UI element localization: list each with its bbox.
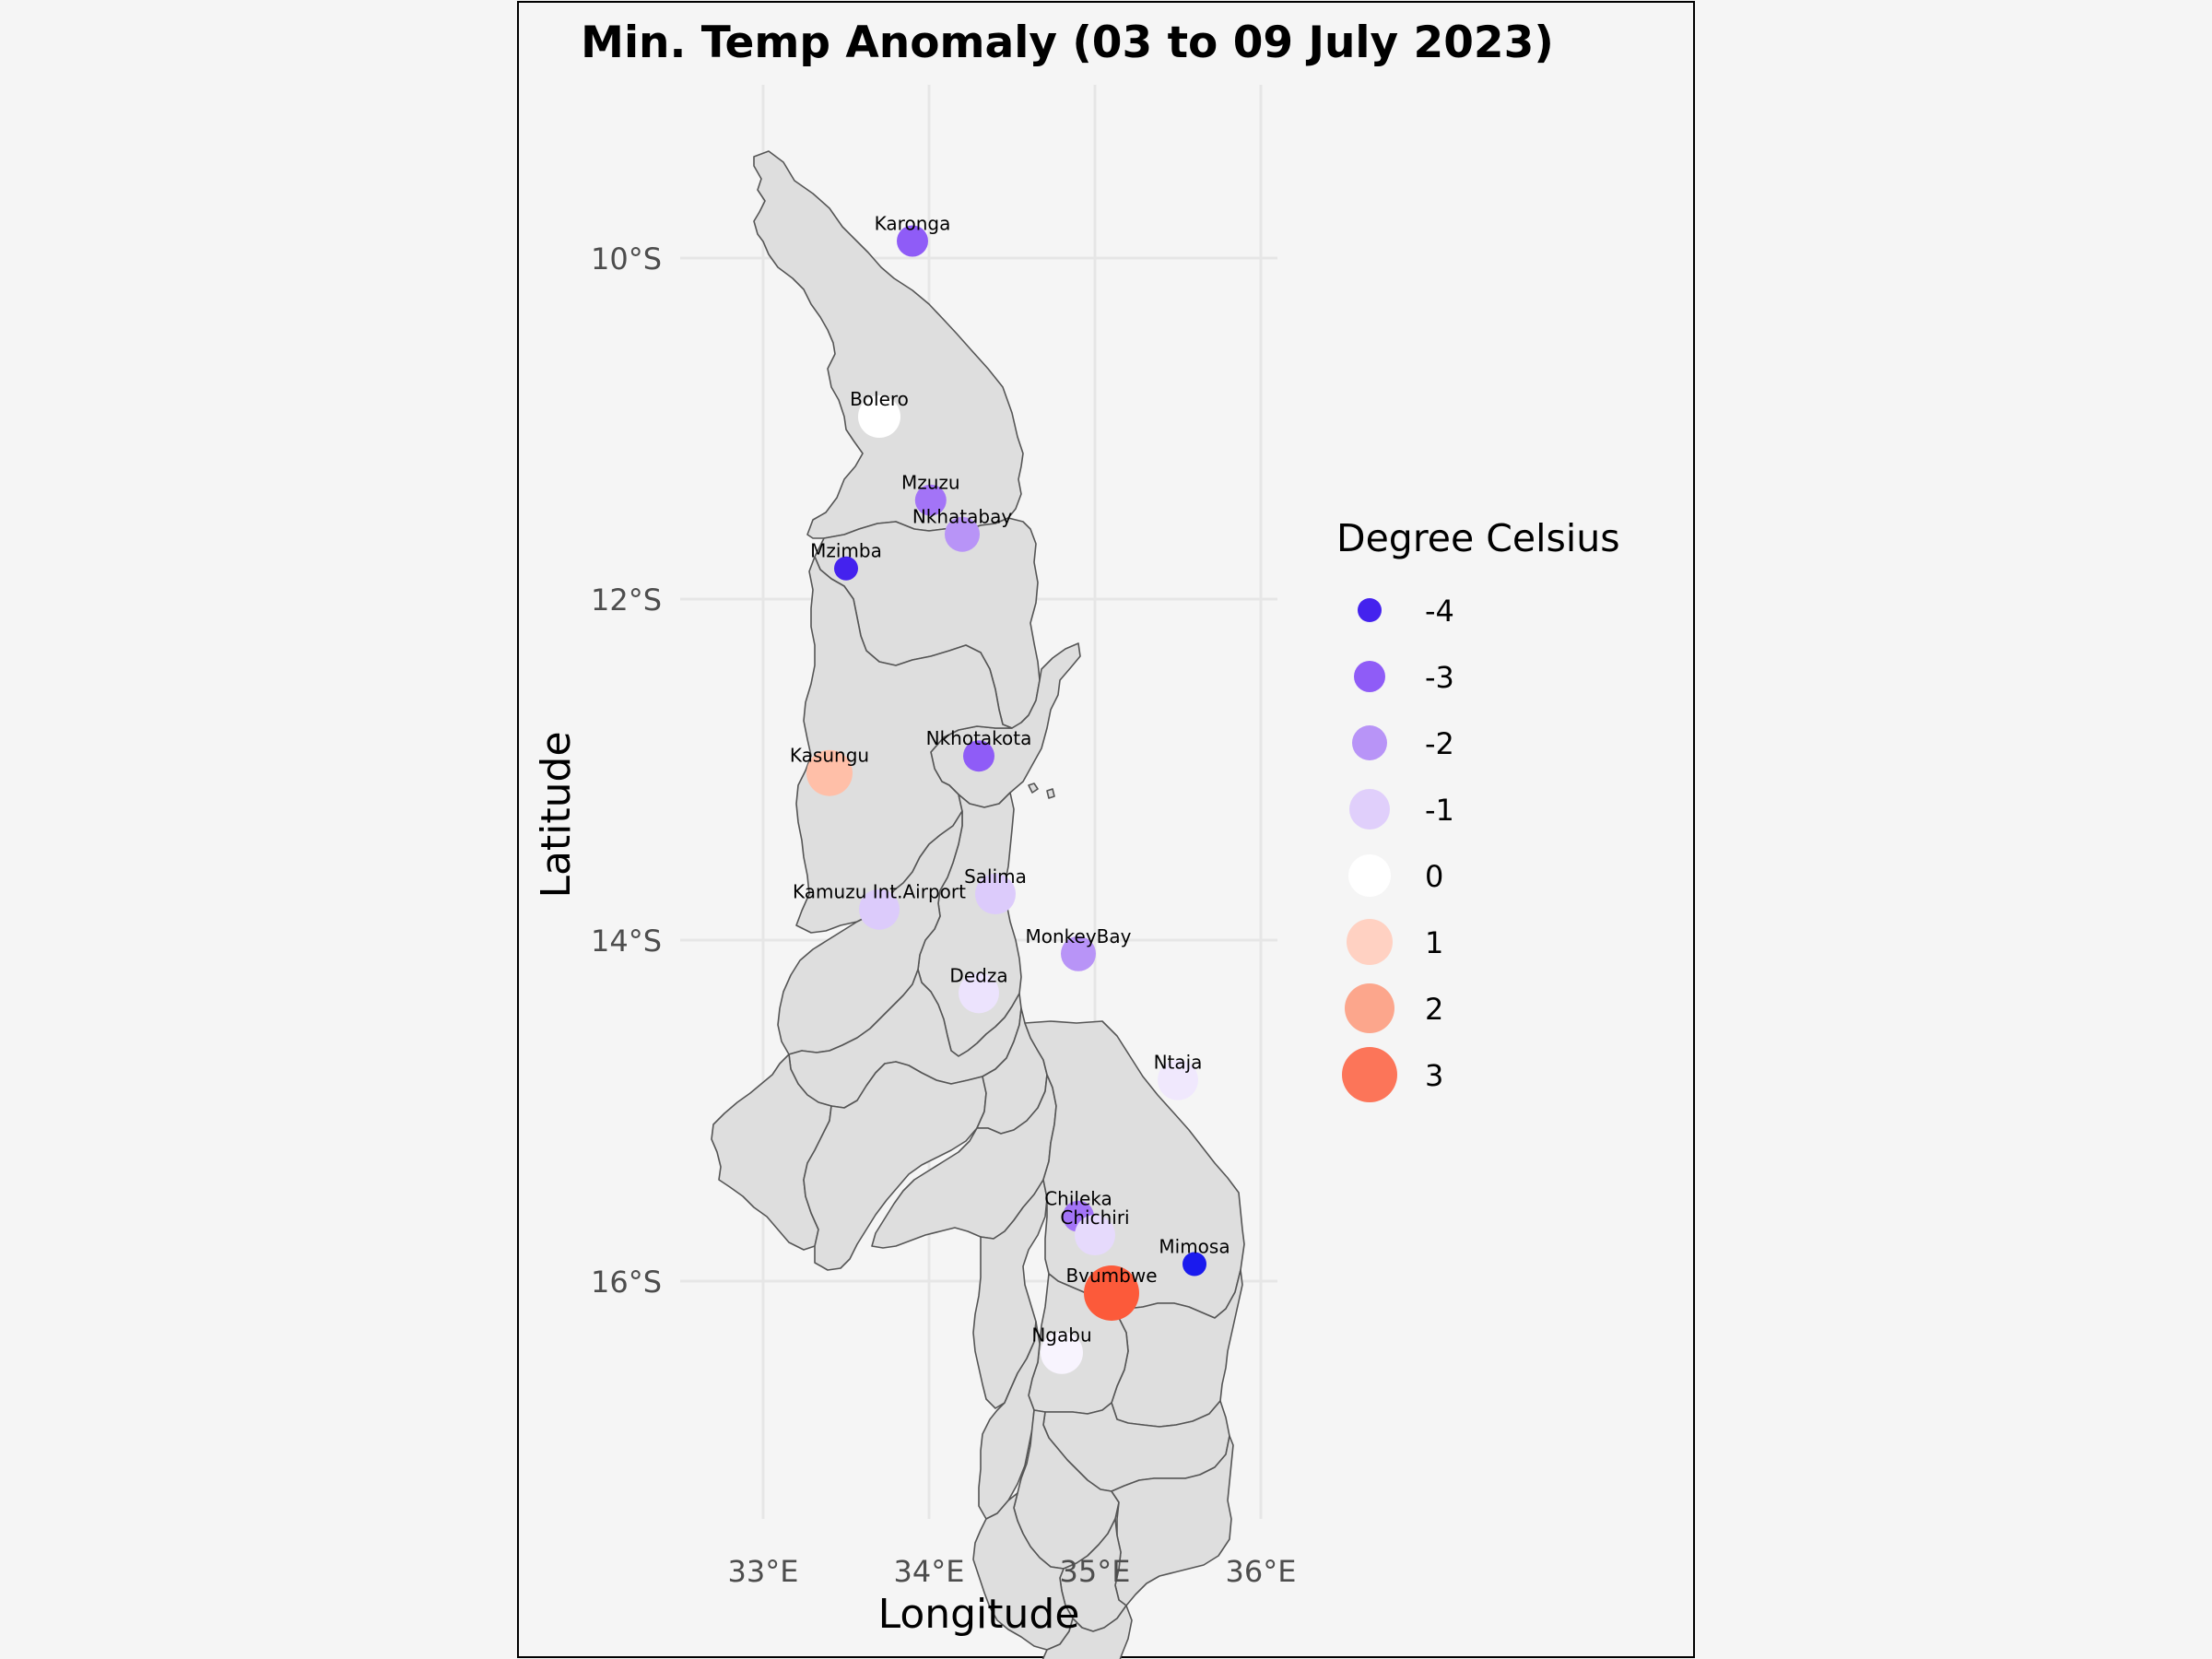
x-tick-label: 36°E [1226, 1554, 1297, 1589]
legend-title: Degree Celsius [1336, 516, 1620, 560]
station-marker-karonga [897, 225, 928, 257]
station-marker-mzuzu [914, 484, 947, 516]
district-lilongwe [803, 1061, 987, 1271]
station-label-ntaja: Ntaja [1154, 1052, 1203, 1074]
legend-label: -2 [1425, 726, 1454, 761]
station-label-salima: Salima [964, 865, 1027, 888]
legend-swatch [1348, 854, 1391, 897]
x-tick-label: 35°E [1060, 1554, 1131, 1589]
y-axis-ticks: 10°S 12°S 14°S 16°S [591, 241, 662, 1300]
station-marker-bvumbwe [1084, 1265, 1139, 1321]
y-axis-title: Latitude [533, 731, 580, 898]
station-label-mimosa: Mimosa [1159, 1236, 1230, 1258]
legend-label: -3 [1425, 660, 1454, 695]
station-marker-mzimba [834, 556, 858, 581]
station-label-kasungu: Kasungu [790, 745, 869, 767]
station-markers [806, 225, 1206, 1374]
legend-swatch [1352, 725, 1387, 760]
station-label-mzuzu: Mzuzu [901, 472, 960, 494]
legend-label: -1 [1425, 793, 1454, 828]
station-label-bvumbwe: Bvumbwe [1065, 1265, 1157, 1287]
lake-island-2 [1046, 788, 1055, 799]
station-labels: Karonga Bolero Mzuzu Nkhatabay Mzimba Nkhotak… [790, 213, 1230, 1347]
district-nsanje [1041, 1605, 1133, 1659]
legend-swatch [1347, 919, 1393, 965]
x-tick-label: 34°E [894, 1554, 965, 1589]
station-label-ngabu: Ngabu [1031, 1324, 1091, 1347]
station-marker-ngabu [1041, 1331, 1083, 1374]
station-label-bolero: Bolero [850, 388, 909, 410]
station-label-monkeybay: MonkeyBay [1026, 925, 1132, 947]
station-label-dedza: Dedza [949, 964, 1007, 986]
x-axis-title: Longitude [878, 1591, 1080, 1638]
legend-label: 0 [1425, 859, 1443, 894]
station-marker-mimosa [1182, 1252, 1206, 1277]
x-axis-ticks: 33°E 34°E 35°E 36°E [728, 1554, 1297, 1589]
legend-swatch [1345, 983, 1394, 1033]
station-marker-nkhotakota [963, 740, 994, 772]
station-marker-chichiri [1075, 1215, 1115, 1256]
map-title: Min. Temp Anomaly (03 to 09 July 2023) [581, 18, 1554, 68]
station-label-nkhatabay: Nkhatabay [912, 506, 1013, 528]
station-marker-monkeybay [1061, 935, 1096, 971]
y-tick-label: 10°S [591, 241, 662, 276]
station-marker-salima [975, 874, 1016, 915]
station-marker-bolero [858, 395, 900, 439]
legend: Degree Celsius -4 -3 -2 -1 0 1 2 3 [1336, 516, 1620, 1102]
station-marker-ntaja [1158, 1059, 1198, 1100]
legend-swatch [1349, 789, 1390, 830]
station-marker-nkhatabay [945, 516, 980, 552]
station-label-karonga: Karonga [875, 213, 951, 235]
legend-swatch [1354, 661, 1385, 692]
station-label-chileka: Chileka [1044, 1188, 1112, 1210]
y-tick-label: 12°S [591, 582, 662, 618]
legend-label: 3 [1425, 1058, 1443, 1093]
lake-island [1028, 782, 1039, 794]
station-marker-kamuzu-int-airport [859, 888, 900, 930]
x-tick-label: 33°E [728, 1554, 799, 1589]
station-label-kamuzu-int-airport: Kamuzu Int.Airport [793, 881, 966, 903]
station-label-mzimba: Mzimba [810, 540, 882, 562]
station-marker-dedza [959, 972, 999, 1014]
station-label-nkhotakota: Nkhotakota [926, 727, 1032, 749]
legend-label: 1 [1425, 925, 1443, 960]
station-marker-kasungu [806, 749, 853, 796]
legend-swatch [1358, 598, 1382, 622]
legend-label: -4 [1425, 594, 1454, 629]
legend-swatch [1342, 1047, 1397, 1102]
station-label-chichiri: Chichiri [1060, 1206, 1129, 1229]
legend-label: 2 [1425, 992, 1443, 1027]
y-tick-label: 16°S [591, 1265, 662, 1300]
district-neno-mwanza [978, 1321, 1041, 1520]
y-tick-label: 14°S [591, 924, 662, 959]
legend-items: -4 -3 -2 -1 0 1 2 3 [1342, 594, 1454, 1102]
